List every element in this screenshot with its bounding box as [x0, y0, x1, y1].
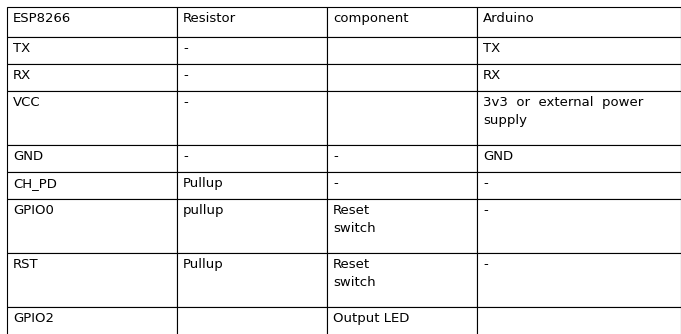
Bar: [327, 7, 477, 37]
Bar: [477, 37, 681, 64]
Bar: [327, 91, 477, 145]
Text: Arduino: Arduino: [483, 12, 535, 25]
Bar: [327, 307, 477, 334]
Bar: [477, 64, 681, 91]
Text: Reset
switch: Reset switch: [333, 258, 376, 289]
Text: Resistor: Resistor: [183, 12, 236, 25]
Text: Output LED: Output LED: [333, 312, 409, 325]
Bar: [477, 307, 681, 334]
Text: GPIO2: GPIO2: [13, 312, 54, 325]
Bar: [7, 37, 177, 64]
Bar: [7, 307, 177, 334]
Bar: [327, 199, 477, 253]
Text: -: -: [483, 204, 488, 217]
Text: GND: GND: [483, 150, 513, 163]
Text: -: -: [483, 258, 488, 271]
Bar: [477, 145, 681, 172]
Text: Reset
switch: Reset switch: [333, 204, 376, 235]
Text: RX: RX: [13, 69, 31, 82]
Bar: [7, 199, 177, 253]
Bar: [327, 172, 477, 199]
Bar: [177, 253, 327, 307]
Text: CH_PD: CH_PD: [13, 177, 57, 190]
Text: GPIO0: GPIO0: [13, 204, 54, 217]
Bar: [177, 172, 327, 199]
Text: RX: RX: [483, 69, 501, 82]
Bar: [327, 253, 477, 307]
Text: ESP8266: ESP8266: [13, 12, 72, 25]
Text: VCC: VCC: [13, 96, 41, 109]
Text: -: -: [183, 96, 188, 109]
Text: -: -: [333, 177, 338, 190]
Text: -: -: [183, 69, 188, 82]
Bar: [477, 253, 681, 307]
Bar: [177, 199, 327, 253]
Bar: [7, 64, 177, 91]
Text: TX: TX: [483, 42, 501, 55]
Bar: [7, 145, 177, 172]
Bar: [177, 91, 327, 145]
Bar: [7, 7, 177, 37]
Bar: [7, 91, 177, 145]
Bar: [477, 7, 681, 37]
Text: -: -: [183, 42, 188, 55]
Text: Pullup: Pullup: [183, 177, 224, 190]
Bar: [327, 145, 477, 172]
Bar: [7, 253, 177, 307]
Bar: [477, 172, 681, 199]
Text: component: component: [333, 12, 409, 25]
Bar: [7, 172, 177, 199]
Bar: [177, 37, 327, 64]
Bar: [177, 7, 327, 37]
Bar: [177, 64, 327, 91]
Text: pullup: pullup: [183, 204, 225, 217]
Text: TX: TX: [13, 42, 30, 55]
Bar: [177, 307, 327, 334]
Text: -: -: [483, 177, 488, 190]
Text: RST: RST: [13, 258, 39, 271]
Text: Pullup: Pullup: [183, 258, 224, 271]
Bar: [327, 37, 477, 64]
Bar: [177, 145, 327, 172]
Text: GND: GND: [13, 150, 43, 163]
Bar: [477, 91, 681, 145]
Text: -: -: [333, 150, 338, 163]
Text: -: -: [183, 150, 188, 163]
Bar: [327, 64, 477, 91]
Bar: [477, 199, 681, 253]
Text: 3v3  or  external  power
supply: 3v3 or external power supply: [483, 96, 644, 127]
